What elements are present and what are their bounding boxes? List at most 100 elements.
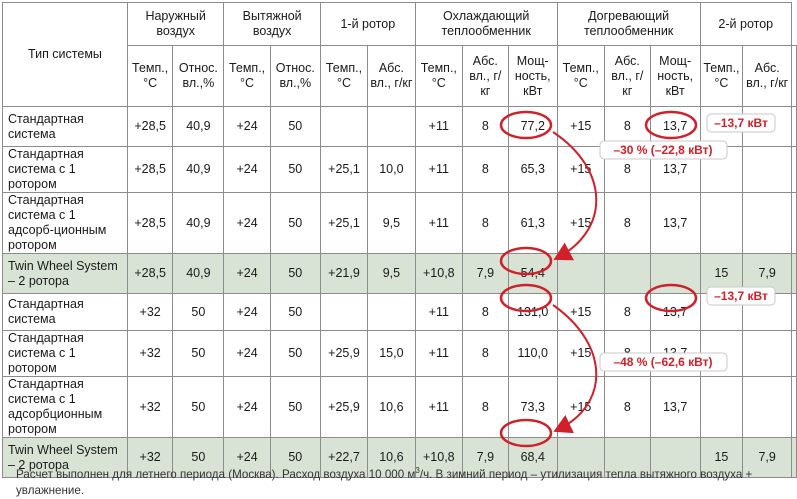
value-cell: +25,9 — [319, 330, 369, 377]
sub-header-rel-hum: Относ. вл.,% — [172, 45, 225, 107]
value-cell: +24 — [223, 330, 271, 377]
value-cell: 10,6 — [367, 437, 416, 478]
value-cell — [742, 330, 792, 377]
value-cell — [603, 253, 651, 294]
cooling-saving-label-1: –30 % (–22,8 кВт) — [613, 143, 712, 157]
system-name-cell: Стандартная система — [2, 293, 128, 331]
value-cell: 13,7 — [649, 376, 701, 438]
value-cell: +24 — [223, 146, 271, 193]
sub-header-temp: Темп., °С — [414, 45, 463, 107]
value-cell: 50 — [269, 106, 321, 147]
system-name-cell: Twin Wheel System – 2 ротора — [2, 253, 128, 294]
value-cell: 50 — [269, 253, 321, 294]
sub-header-temp: Темп., °С — [126, 45, 174, 107]
system-name-cell: Twin Wheel System – 2 ротора — [2, 437, 128, 478]
value-cell: +28,5 — [126, 146, 174, 193]
value-cell: +24 — [223, 437, 271, 478]
header-reheat-hx: Догревающий теплообменник — [556, 2, 701, 46]
comparison-table: Тип системы Наружный воздух Вытяжной воз… — [2, 2, 797, 478]
value-cell: +11 — [414, 293, 463, 331]
value-cell: 8 — [461, 330, 509, 377]
value-cell: 50 — [172, 330, 225, 377]
value-cell: 50 — [269, 376, 321, 438]
table-row: Стандартная система с 1 ротором +32 50 +24 5… — [2, 330, 797, 377]
value-cell: 10,0 — [367, 146, 416, 193]
reheat-saving-label-1: –13,7 кВт — [714, 116, 768, 130]
cooling-saving-label-2: –48 % (–62,6 кВт) — [613, 355, 712, 369]
value-cell: 40,9 — [172, 253, 225, 294]
highlight-ellipse — [644, 283, 698, 313]
value-cell: 50 — [269, 437, 321, 478]
value-cell: +11 — [414, 146, 463, 193]
value-cell — [556, 253, 605, 294]
table-row: Стандартная система +32 50 +24 50 +11 8 131,0 +1… — [2, 293, 797, 331]
highlight-ellipse — [644, 110, 698, 140]
value-cell — [367, 106, 416, 147]
reduction-arrow — [552, 131, 598, 261]
value-cell: +32 — [126, 293, 174, 331]
value-cell: +28,5 — [126, 106, 174, 147]
value-cell: +32 — [126, 437, 174, 478]
highlight-ellipse — [499, 283, 553, 313]
value-cell: +24 — [223, 253, 271, 294]
value-cell: +10,8 — [414, 437, 463, 478]
value-cell: 8 — [603, 192, 651, 254]
value-cell: +11 — [414, 106, 463, 147]
value-cell: +11 — [414, 330, 463, 377]
value-cell — [699, 192, 744, 254]
value-cell: 65,3 — [507, 146, 558, 193]
value-cell: 8 — [603, 106, 651, 147]
annotation-cell — [791, 437, 797, 478]
value-cell: +25,9 — [319, 376, 369, 438]
value-cell: 9,5 — [367, 253, 416, 294]
table-row: Twin Wheel System – 2 ротора +32 50 +24 50 +2… — [2, 437, 797, 478]
system-name-cell: Стандартная система — [2, 106, 128, 147]
sub-header-temp: Темп., °С — [699, 45, 744, 107]
reheat-saving-label-2: –13,7 кВт — [714, 289, 768, 303]
value-cell — [367, 293, 416, 331]
value-cell: 13,7 — [649, 192, 701, 254]
header-outside-air: Наружный воздух — [126, 2, 225, 46]
value-cell — [742, 376, 792, 438]
value-cell — [742, 192, 792, 254]
value-cell: +24 — [223, 376, 271, 438]
value-cell: +10,8 — [414, 253, 463, 294]
header-exhaust-air: Вытяжной воздух — [223, 2, 321, 46]
sub-header-power: Мощ-ность, кВт — [649, 45, 701, 107]
value-cell: 15 — [699, 437, 744, 478]
value-cell: 7,9 — [742, 437, 792, 478]
header-cooling-hx: Охлаждающий теплообменник — [414, 2, 558, 46]
value-cell: 8 — [603, 376, 651, 438]
value-cell: +25,1 — [319, 192, 369, 254]
value-cell: 50 — [172, 437, 225, 478]
highlight-ellipse — [499, 110, 553, 140]
value-cell: 50 — [269, 293, 321, 331]
value-cell — [603, 437, 651, 478]
system-name-cell: Стандартная система с 1 адсорбционным ро… — [2, 376, 128, 438]
value-cell: 8 — [461, 106, 509, 147]
sub-header-temp: Темп., °С — [319, 45, 369, 107]
value-cell: +11 — [414, 192, 463, 254]
value-cell: 7,9 — [461, 437, 509, 478]
value-cell: +32 — [126, 330, 174, 377]
sub-header-temp: Темп., °С — [556, 45, 605, 107]
header-rotor-2: 2-й ротор — [699, 2, 793, 46]
value-cell: 40,9 — [172, 106, 225, 147]
footnote-main: Расчет выполнен для летнего периода (Мос… — [16, 467, 416, 481]
system-name-cell: Стандартная система с 1 ротором — [2, 330, 128, 377]
value-cell: 40,9 — [172, 146, 225, 193]
value-cell — [649, 437, 701, 478]
value-cell: +15 — [556, 293, 605, 331]
value-cell: +15 — [556, 146, 605, 193]
system-name-cell: Стандартная система с 1 ротором — [2, 146, 128, 193]
value-cell — [556, 437, 605, 478]
value-cell: 8 — [461, 192, 509, 254]
value-cell — [319, 106, 369, 147]
table-body: Стандартная система +28,5 40,9 +24 50 +11 8 77,… — [2, 106, 797, 478]
value-cell: +24 — [223, 192, 271, 254]
table-row: Стандартная система +28,5 40,9 +24 50 +11 8 77,… — [2, 106, 797, 147]
footnote: Расчет выполнен для летнего периода (Мос… — [16, 463, 796, 499]
reduction-arrow — [552, 304, 598, 434]
value-cell: +21,9 — [319, 253, 369, 294]
